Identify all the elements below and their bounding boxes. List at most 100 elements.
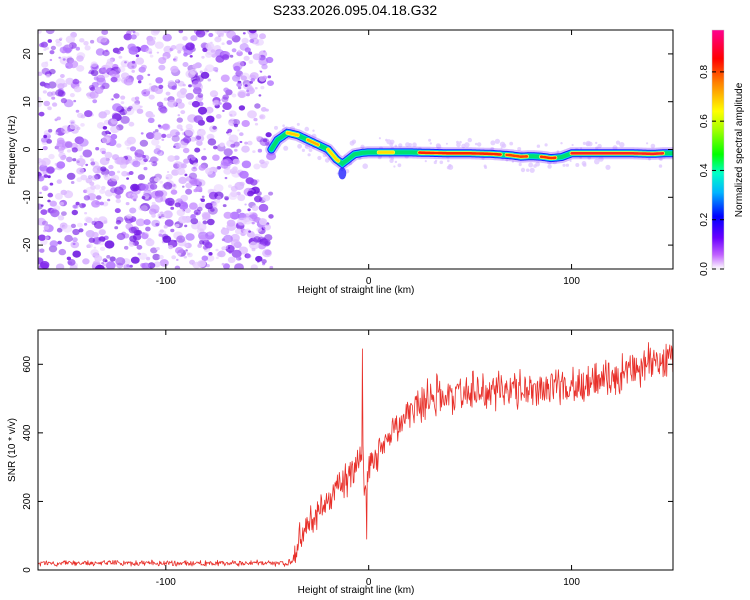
- noise-blob: [194, 147, 201, 153]
- noise-blob: [147, 73, 151, 77]
- noise-blob: [60, 74, 65, 78]
- noise-blob: [193, 166, 196, 170]
- ridge-halo-blob: [535, 161, 540, 167]
- ridge-hot-segment: [286, 131, 299, 137]
- noise-blob: [167, 80, 175, 87]
- ridge-halo-blob: [461, 143, 466, 149]
- ridge-dip-blob: [338, 167, 347, 180]
- ridge-halo-blob: [484, 166, 488, 169]
- noise-blob: [87, 243, 93, 248]
- noise-blob: [245, 93, 250, 97]
- ridge-halo-blob: [378, 137, 381, 140]
- noise-blob: [192, 162, 199, 168]
- noise-blob: [162, 235, 172, 243]
- noise-blob: [242, 32, 246, 35]
- noise-blob: [140, 132, 144, 135]
- noise-blob: [117, 170, 121, 174]
- noise-blob: [65, 77, 74, 85]
- noise-blob: [250, 264, 258, 269]
- noise-blob: [101, 130, 108, 136]
- noise-blob: [46, 84, 51, 89]
- noise-blob: [126, 214, 133, 219]
- noise-blob: [163, 210, 173, 219]
- noise-blob: [166, 171, 170, 173]
- noise-blob: [159, 259, 169, 267]
- noise-blob: [256, 39, 264, 46]
- noise-blob: [233, 123, 239, 128]
- noise-blob: [38, 96, 42, 102]
- noise-blob: [158, 216, 162, 219]
- noise-blob: [125, 202, 130, 206]
- noise-blob: [142, 154, 150, 161]
- noise-blob: [140, 183, 149, 191]
- noise-blob: [178, 30, 184, 34]
- noise-blob: [252, 216, 259, 222]
- noise-blob: [226, 131, 229, 134]
- ridge-halo-blob: [536, 144, 541, 148]
- noise-blob: [152, 30, 161, 34]
- noise-blob: [84, 45, 91, 51]
- noise-blob: [45, 30, 55, 35]
- noise-blob: [54, 131, 59, 135]
- noise-blob: [42, 146, 48, 151]
- noise-blob: [197, 206, 203, 212]
- noise-blob: [106, 58, 114, 64]
- noise-blob: [71, 209, 79, 216]
- noise-blob: [207, 78, 212, 82]
- noise-blob: [253, 117, 258, 122]
- noise-blob: [191, 100, 200, 108]
- ridge-hot-segment: [306, 138, 320, 146]
- noise-blob: [73, 99, 77, 103]
- noise-blob: [177, 102, 185, 109]
- noise-blob: [154, 158, 159, 162]
- snr-ytick-label: 0: [22, 567, 33, 573]
- noise-blob: [99, 157, 110, 166]
- colorbar-gradient: [712, 30, 724, 269]
- noise-blob: [264, 249, 272, 256]
- ridge-halo-blob: [501, 143, 507, 149]
- noise-blob: [208, 32, 214, 38]
- noise-blob: [106, 254, 111, 259]
- noise-blob: [198, 164, 206, 171]
- noise-blob: [76, 177, 82, 183]
- noise-blob: [236, 82, 243, 88]
- noise-blob: [60, 189, 68, 196]
- noise-blob: [226, 40, 233, 45]
- noise-blob: [184, 207, 191, 214]
- noise-blob: [141, 232, 145, 235]
- noise-blob: [102, 50, 110, 57]
- noise-blob: [237, 129, 240, 132]
- ridge-halo-blob: [565, 163, 570, 167]
- noise-blob: [190, 35, 198, 42]
- noise-blob: [237, 90, 247, 99]
- noise-blob: [265, 132, 272, 138]
- noise-blob: [165, 197, 175, 206]
- noise-blob: [72, 242, 76, 246]
- noise-blob: [174, 223, 180, 228]
- noise-blob: [76, 158, 86, 166]
- noise-blob: [248, 30, 257, 34]
- noise-blob: [42, 90, 48, 94]
- noise-blob: [224, 177, 228, 179]
- noise-blob: [90, 61, 98, 68]
- noise-blob: [212, 125, 217, 130]
- noise-blob: [43, 134, 48, 139]
- ridge-halo-blob: [282, 124, 285, 127]
- noise-blob: [40, 209, 48, 216]
- noise-blob: [201, 255, 209, 262]
- noise-blob: [80, 174, 88, 181]
- noise-blob: [213, 184, 224, 193]
- noise-blob: [206, 264, 210, 268]
- noise-blob: [248, 230, 252, 233]
- ridge-halo-blob: [556, 150, 560, 153]
- noise-blob: [111, 112, 120, 119]
- noise-blob: [41, 61, 49, 68]
- noise-blob: [60, 98, 67, 104]
- noise-blob: [126, 177, 129, 180]
- noise-blob: [184, 173, 188, 177]
- noise-blob: [84, 212, 88, 215]
- noise-blob: [58, 248, 67, 256]
- noise-blob: [131, 60, 136, 64]
- noise-blob: [98, 228, 106, 236]
